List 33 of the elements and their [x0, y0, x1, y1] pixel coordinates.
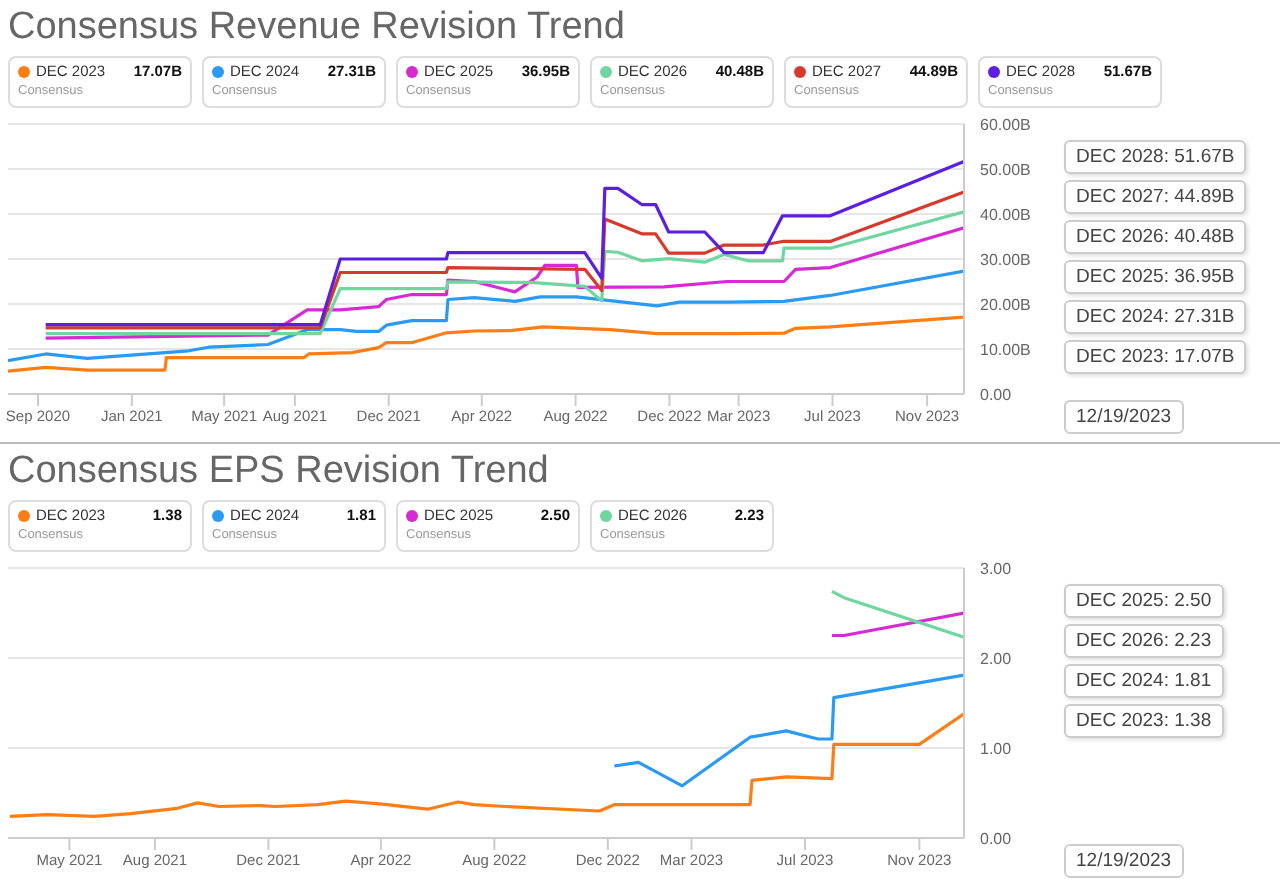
text: DEC 2023: 17.07B: [1064, 340, 1247, 374]
y-tick-label: 0.00: [980, 829, 1013, 848]
text: DEC 2024: 27.31B: [1064, 300, 1247, 334]
text: DEC 2024: 1.81: [1064, 664, 1224, 698]
text: DEC 2026: 40.48B: [1064, 220, 1247, 254]
line-series: [612, 673, 964, 788]
text: 12/19/2023: [1064, 400, 1184, 434]
y-tick-label: 50.00B: [980, 160, 1031, 179]
y-tick-label: 2.00: [980, 649, 1013, 668]
y-tick-label: 40.00B: [980, 205, 1031, 224]
y-tick-label: 20.00B: [980, 295, 1031, 314]
chart-title: Consensus Revenue Revision Trend: [6, 4, 627, 52]
text: DEC 2026: 2.23: [1064, 624, 1224, 658]
line-series: [8, 712, 964, 818]
y-tick-label: 1.00: [980, 739, 1013, 758]
text: DEC 2023: 1.38: [1064, 704, 1224, 738]
chart-title: Consensus EPS Revision Trend: [6, 448, 551, 496]
text: 12/19/2023: [1064, 844, 1184, 878]
text: DEC 2025: 2.50: [1064, 584, 1224, 618]
line-series: [44, 190, 964, 330]
y-tick-label: 30.00B: [980, 250, 1031, 269]
line-series: [44, 159, 964, 327]
text: DEC 2028: 51.67B: [1064, 140, 1247, 174]
text: DEC 2025: 36.95B: [1064, 260, 1247, 294]
y-tick-label: 3.00: [980, 559, 1013, 578]
line-series: [8, 315, 964, 373]
y-tick-label: 0.00: [980, 385, 1013, 404]
y-tick-label: 60.00B: [980, 115, 1031, 134]
text: DEC 2027: 44.89B: [1064, 180, 1247, 214]
line-series: [44, 226, 964, 340]
y-tick-label: 10.00B: [980, 340, 1031, 359]
line-series: [8, 269, 964, 363]
line-series: [44, 210, 964, 336]
